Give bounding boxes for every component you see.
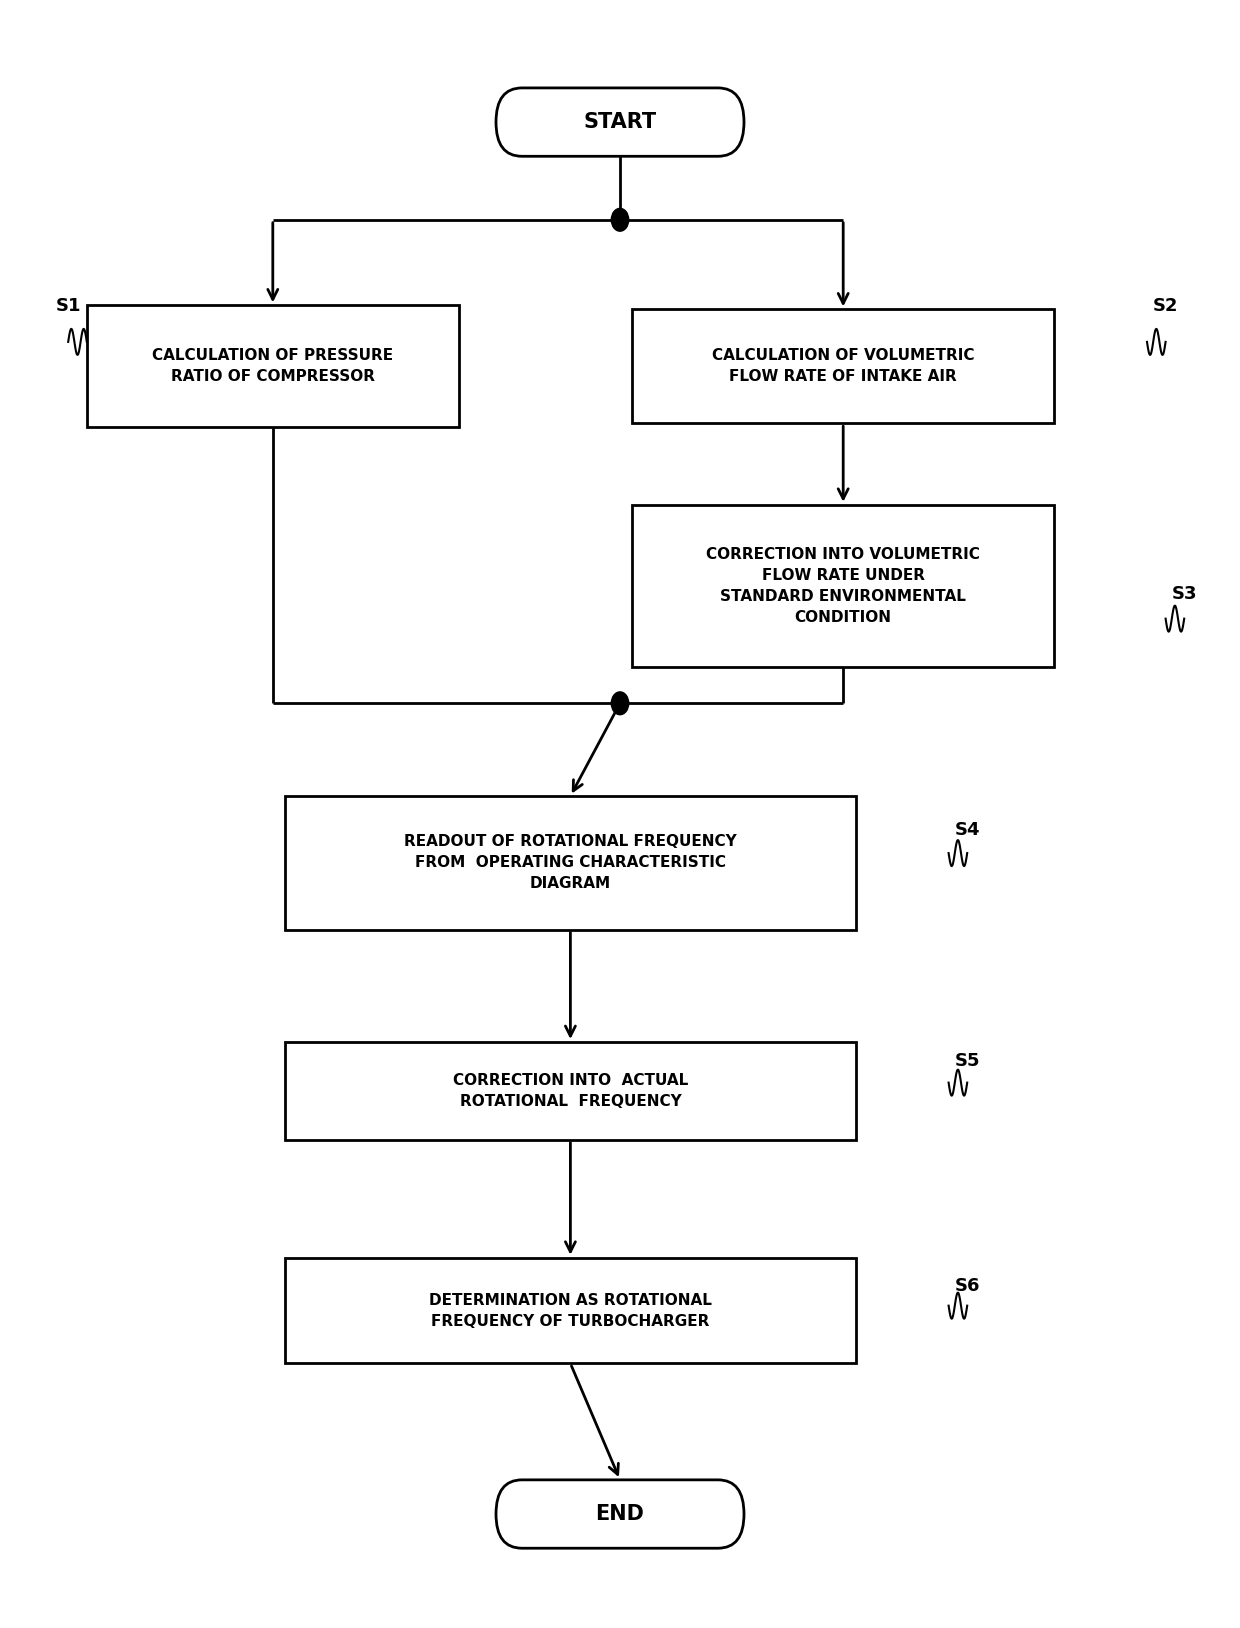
Bar <box>285 796 856 930</box>
Text: CALCULATION OF VOLUMETRIC
FLOW RATE OF INTAKE AIR: CALCULATION OF VOLUMETRIC FLOW RATE OF I… <box>712 348 975 384</box>
Text: S3: S3 <box>1172 584 1197 604</box>
Text: READOUT OF ROTATIONAL FREQUENCY
FROM  OPERATING CHARACTERISTIC
DIAGRAM: READOUT OF ROTATIONAL FREQUENCY FROM OPE… <box>404 834 737 892</box>
Bar <box>87 306 459 427</box>
FancyBboxPatch shape <box>496 88 744 156</box>
Text: CORRECTION INTO  ACTUAL
ROTATIONAL  FREQUENCY: CORRECTION INTO ACTUAL ROTATIONAL FREQUE… <box>453 1073 688 1109</box>
Bar <box>285 1257 856 1364</box>
Text: DETERMINATION AS ROTATIONAL
FREQUENCY OF TURBOCHARGER: DETERMINATION AS ROTATIONAL FREQUENCY OF… <box>429 1293 712 1328</box>
Text: START: START <box>584 112 656 132</box>
Text: END: END <box>595 1504 645 1524</box>
FancyBboxPatch shape <box>496 1480 744 1548</box>
Text: S2: S2 <box>1153 296 1178 316</box>
Bar <box>632 309 1054 423</box>
Text: S5: S5 <box>955 1052 980 1071</box>
Text: S6: S6 <box>955 1276 980 1296</box>
Bar <box>285 1042 856 1140</box>
Circle shape <box>611 208 629 231</box>
Text: CORRECTION INTO VOLUMETRIC
FLOW RATE UNDER
STANDARD ENVIRONMENTAL
CONDITION: CORRECTION INTO VOLUMETRIC FLOW RATE UND… <box>707 547 980 625</box>
Bar <box>632 505 1054 667</box>
Circle shape <box>611 692 629 715</box>
Text: S4: S4 <box>955 821 980 840</box>
Text: CALCULATION OF PRESSURE
RATIO OF COMPRESSOR: CALCULATION OF PRESSURE RATIO OF COMPRES… <box>153 348 393 384</box>
Text: S1: S1 <box>56 296 81 316</box>
